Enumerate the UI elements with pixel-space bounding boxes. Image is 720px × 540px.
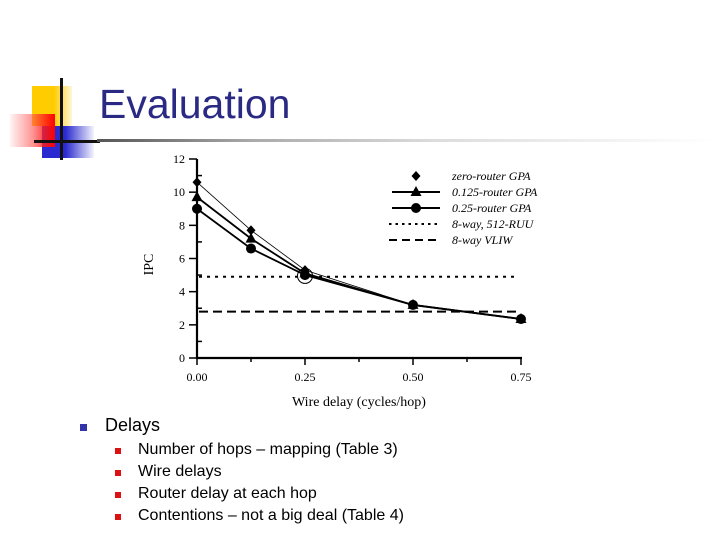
circle-marker	[192, 203, 202, 214]
circle-marker	[516, 314, 526, 325]
triangle-marker	[410, 186, 422, 196]
bullet-square-icon	[80, 424, 87, 431]
title-underline	[97, 139, 717, 142]
diamond-marker	[411, 171, 421, 181]
logo-horizontal-line	[34, 140, 100, 143]
circle-marker	[246, 243, 256, 254]
sub-bullet-square-icon	[115, 514, 121, 520]
diamond-marker	[246, 225, 256, 236]
highlight-circle	[297, 267, 313, 284]
legend-label: 8-way, 512-RUU	[452, 217, 535, 231]
y-tick-label: 8	[179, 218, 185, 232]
legend-label: 8-way VLIW	[452, 233, 513, 247]
sub-bullet-square-icon	[115, 470, 121, 476]
circle-marker	[411, 203, 421, 213]
sub-bullet-text: Number of hops – mapping (Table 3)	[138, 441, 398, 458]
ipc-chart: 0 2 4 6 8 10 12 0.00 0.25 0.50 0.75 Wire delay (cyc…	[130, 148, 570, 418]
diamond-marker	[192, 177, 202, 188]
y-tick-label: 6	[179, 252, 185, 266]
x-tick-label: 0.50	[403, 370, 424, 384]
sub-bullet-square-icon	[115, 448, 121, 454]
y-axis-label: IPC	[142, 254, 157, 276]
circle-marker	[300, 270, 310, 281]
chart-svg: 0 2 4 6 8 10 12 0.00 0.25 0.50 0.75 Wire delay (cyc…	[142, 152, 538, 410]
triangle-marker	[245, 232, 257, 243]
bullet-text: Delays	[105, 415, 161, 435]
x-tick-label: 0.00	[187, 370, 208, 384]
y-tick-label: 10	[173, 185, 185, 199]
circle-marker	[408, 299, 418, 310]
sub-bullet-square-icon	[115, 492, 121, 498]
sub-bullet-text: Contentions – not a big deal (Table 4)	[138, 507, 404, 524]
triangle-marker	[191, 191, 203, 202]
y-tick-label: 0	[179, 351, 185, 365]
y-tick-label: 12	[173, 152, 185, 166]
legend-label: 0.25-router GPA	[452, 201, 532, 215]
legend-label: zero-router GPA	[451, 169, 531, 183]
x-tick-label: 0.25	[295, 370, 316, 384]
y-tick-label: 2	[179, 318, 185, 332]
x-tick-label: 0.75	[511, 370, 532, 384]
sub-bullet-text: Wire delays	[138, 463, 222, 480]
y-tick-label: 4	[179, 285, 185, 299]
slide-title: Evaluation	[99, 81, 291, 127]
legend-label: 0.125-router GPA	[452, 185, 538, 199]
slide-logo-decoration	[0, 0, 110, 170]
x-axis-label: Wire delay (cycles/hop)	[292, 395, 426, 410]
series-line	[196, 196, 522, 320]
sub-bullet-text: Router delay at each hop	[138, 485, 317, 502]
logo-vertical-line	[60, 78, 63, 160]
